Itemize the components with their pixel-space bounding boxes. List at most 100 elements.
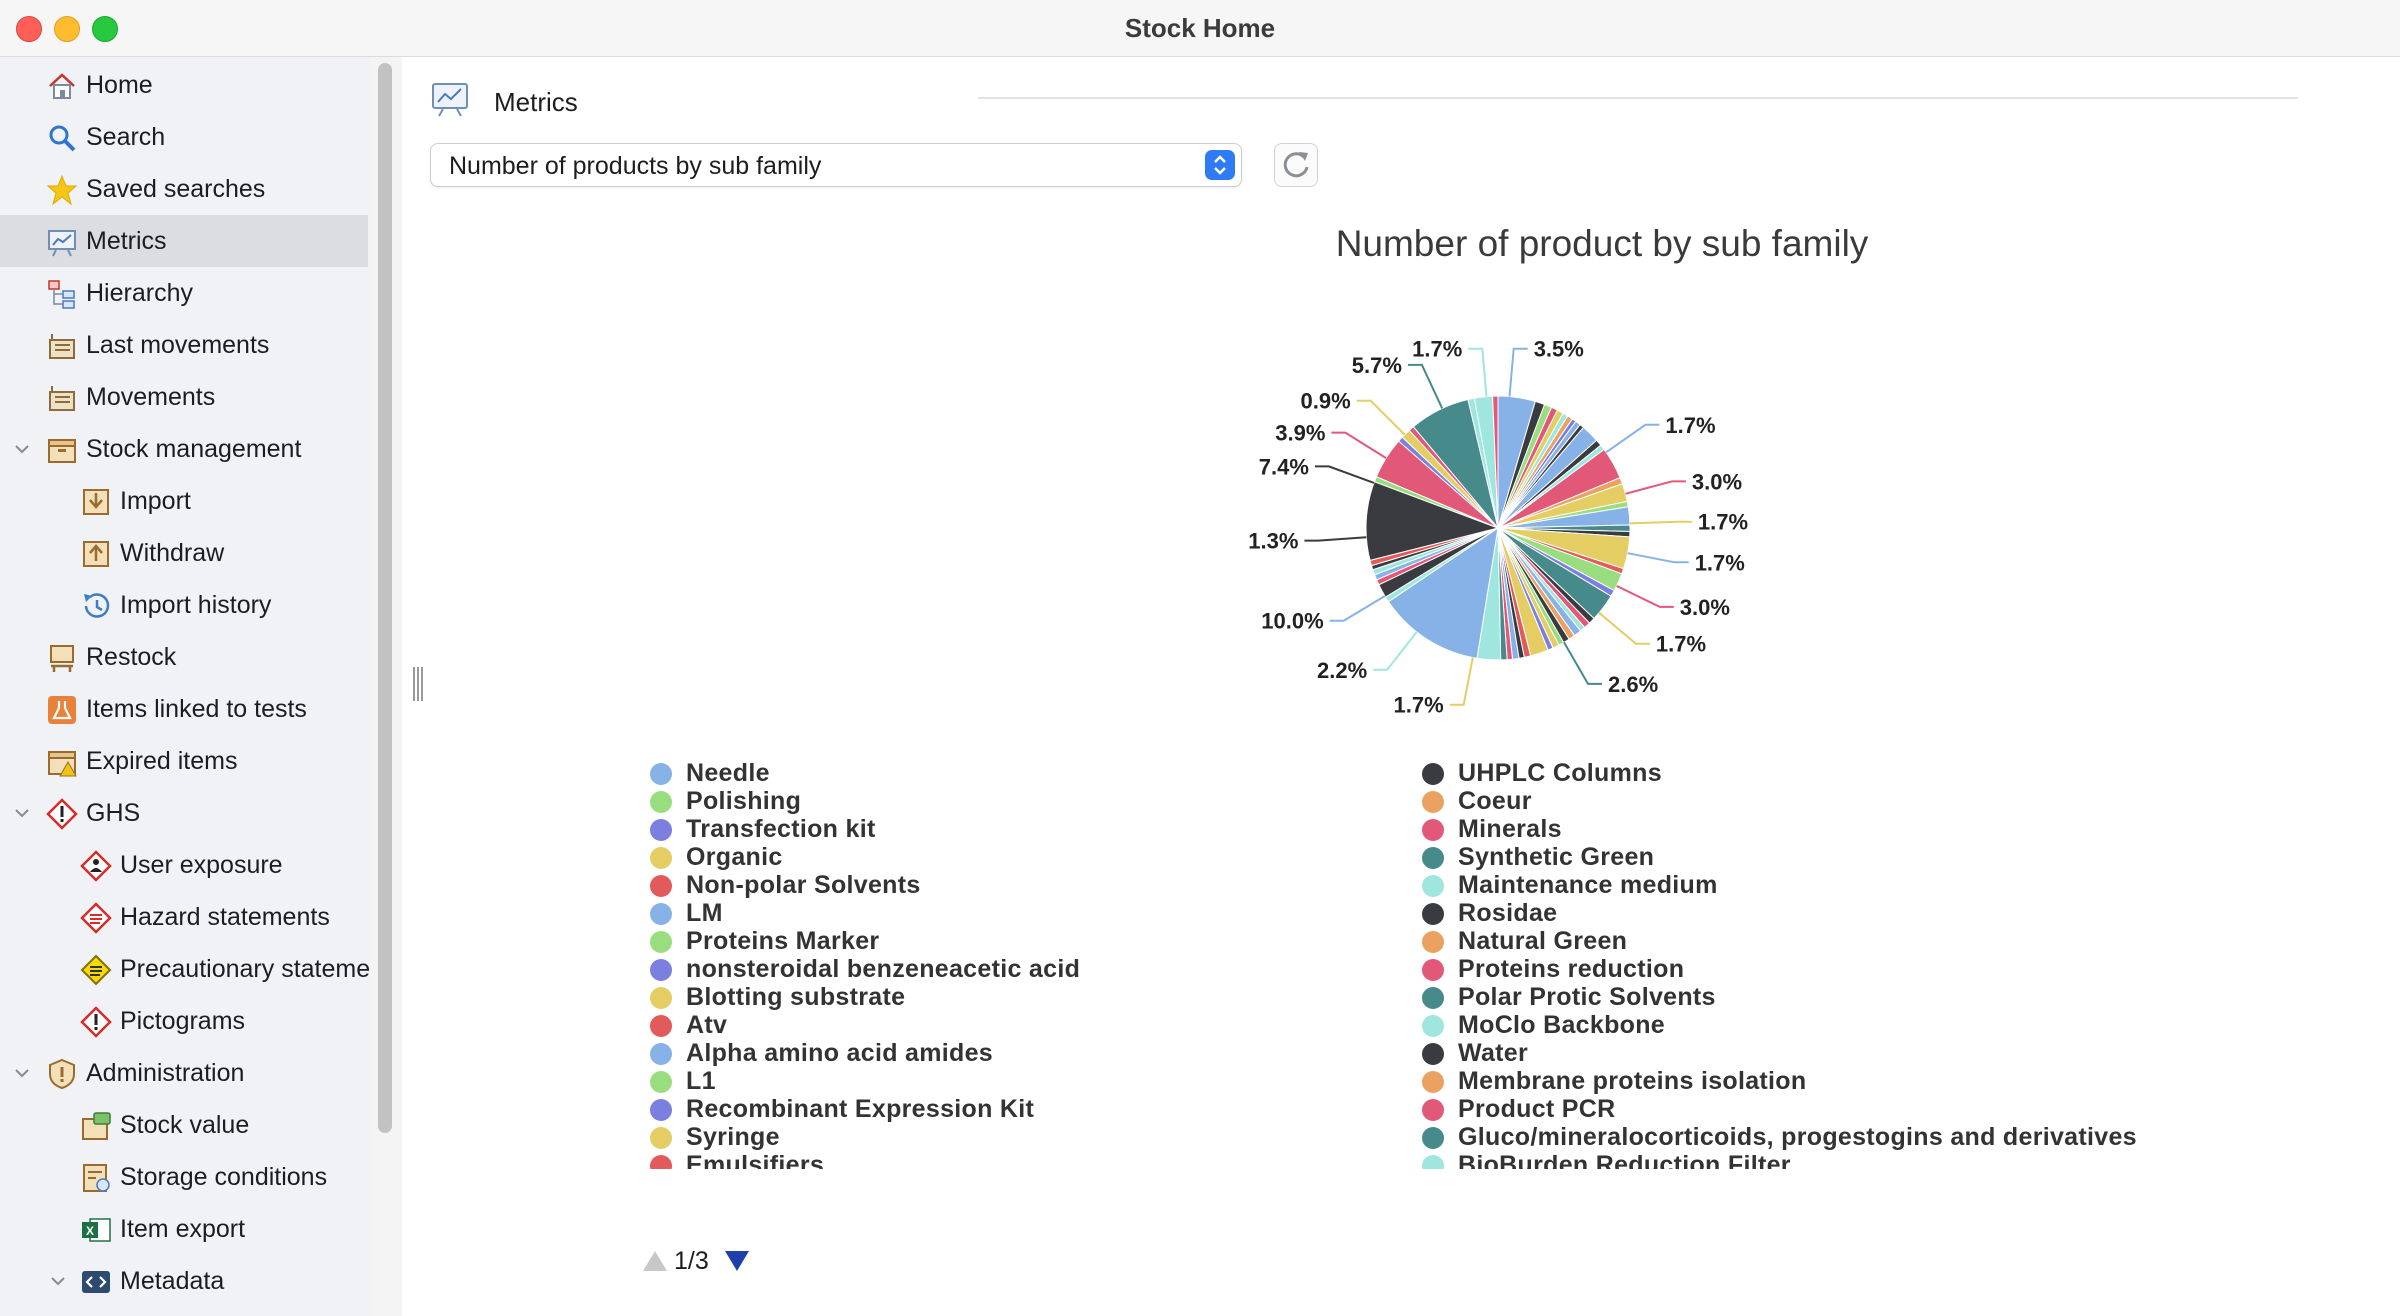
legend-item[interactable]: MoClo Backbone	[1422, 1011, 2352, 1039]
sidebar-item-expired-items[interactable]: Expired items	[0, 735, 368, 787]
sidebar-item-pictograms[interactable]: Pictograms	[0, 995, 368, 1047]
legend-label: UHPLC Columns	[1458, 759, 1662, 787]
legend-label: Blotting substrate	[686, 983, 906, 1011]
metrics-icon	[432, 83, 468, 117]
sidebar-item-label: Pictograms	[120, 1007, 246, 1035]
chevron-down-icon[interactable]	[10, 801, 34, 825]
zoom-window-button[interactable]	[92, 16, 118, 42]
legend-item[interactable]: Rosidae	[1422, 899, 2352, 927]
sidebar-item-import-history[interactable]: Import history	[0, 579, 368, 631]
sidebar-scroll-thumb[interactable]	[378, 63, 392, 1133]
sidebar-item-metrics[interactable]: Metrics	[0, 215, 368, 267]
sidebar-item-stock-value[interactable]: Stock value	[0, 1099, 368, 1151]
sidebar-item-metadata[interactable]: Metadata	[0, 1255, 368, 1307]
sidebar-item-ghs[interactable]: GHS	[0, 787, 368, 839]
ghs-icon	[46, 798, 78, 830]
legend-item[interactable]: UHPLC Columns	[1422, 759, 2352, 787]
pie-slice[interactable]	[1387, 526, 1499, 659]
sidebar-item-user-exposure[interactable]: User exposure	[0, 839, 368, 891]
legend-label: Synthetic Green	[1458, 843, 1655, 871]
legend-swatch	[1422, 987, 1444, 1009]
sidebar-item-storage-conditions[interactable]: Storage conditions	[0, 1151, 368, 1203]
legend-item[interactable]: Maintenance medium	[1422, 871, 2352, 899]
legend-item[interactable]: L1	[650, 1067, 1250, 1095]
legend-item[interactable]: Syringe	[650, 1123, 1250, 1151]
legend-swatch	[1422, 959, 1444, 981]
flask-icon	[48, 696, 76, 724]
sidebar-item-label: User exposure	[120, 851, 283, 879]
legend-swatch	[650, 819, 672, 841]
split-view-handle[interactable]	[412, 667, 424, 701]
page-down-arrow-icon[interactable]	[724, 1249, 750, 1273]
legend-item[interactable]: Organic	[650, 843, 1250, 871]
sidebar-item-movements[interactable]: Movements	[0, 371, 368, 423]
legend-item[interactable]: nonsteroidal benzeneacetic acid	[650, 955, 1250, 983]
legend-item[interactable]: Coeur	[1422, 787, 2352, 815]
sidebar-item-hierarchy[interactable]: Hierarchy	[0, 267, 368, 319]
sidebar-item-last-movements[interactable]: Last movements	[0, 319, 368, 371]
refresh-button[interactable]	[1274, 143, 1318, 187]
pie-percentage-label: 1.7%	[1412, 337, 1462, 362]
legend-item[interactable]: Alpha amino acid amides	[650, 1039, 1250, 1067]
sidebar-item-restock[interactable]: Restock	[0, 631, 368, 683]
legend-label: Atv	[686, 1011, 728, 1039]
legend-item[interactable]: Proteins Marker	[650, 927, 1250, 955]
sidebar-item-home[interactable]: Home	[0, 59, 368, 111]
withdraw-icon	[83, 541, 109, 567]
sidebar-item-import[interactable]: Import	[0, 475, 368, 527]
pie-percentage-label: 5.7%	[1352, 353, 1402, 378]
legend-item[interactable]: Membrane proteins isolation	[1422, 1067, 2352, 1095]
legend-item[interactable]: Emulsifiers	[650, 1151, 1250, 1169]
metrics-icon	[48, 230, 76, 257]
pie-slice[interactable]	[1492, 395, 1499, 529]
sidebar-item-item-export[interactable]: X Item export	[0, 1203, 368, 1255]
legend-item[interactable]: Polar Protic Solvents	[1422, 983, 2352, 1011]
chevron-down-icon[interactable]	[10, 1061, 34, 1085]
close-window-button[interactable]	[16, 16, 42, 42]
legend-item[interactable]: Blotting substrate	[650, 983, 1250, 1011]
sidebar-item-administration[interactable]: Administration	[0, 1047, 368, 1099]
sidebar-item-search[interactable]: Search	[0, 111, 368, 163]
page-up-arrow-icon[interactable]	[642, 1249, 668, 1273]
sidebar-scrollbar[interactable]	[370, 57, 403, 1316]
legend-item[interactable]: Proteins reduction	[1422, 955, 2352, 983]
minimize-window-button[interactable]	[54, 16, 80, 42]
legend-item[interactable]: Natural Green	[1422, 927, 2352, 955]
chevron-down-icon[interactable]	[46, 1269, 70, 1293]
star-icon	[46, 174, 78, 206]
sidebar-item-stock-management[interactable]: Stock management	[0, 423, 368, 475]
legend-item[interactable]: Product PCR	[1422, 1095, 2352, 1123]
import-icon	[83, 489, 109, 515]
sidebar-item-withdraw[interactable]: Withdraw	[0, 527, 368, 579]
legend-item[interactable]: LM	[650, 899, 1250, 927]
legend-right-column: UHPLC Columns Coeur Minerals Synthetic Gree…	[1422, 759, 2352, 1169]
legend-item[interactable]: Minerals	[1422, 815, 2352, 843]
legend-swatch	[1422, 1043, 1444, 1065]
sidebar-item-items-linked-to-tests[interactable]: Items linked to tests	[0, 683, 368, 735]
sidebar-item-label: Metrics	[86, 227, 167, 255]
chevron-down-icon[interactable]	[10, 437, 34, 461]
legend-item[interactable]: Transfection kit	[650, 815, 1250, 843]
title-bar: Stock Home	[0, 0, 2400, 57]
chart-title: Number of product by sub family	[1335, 223, 1869, 264]
sidebar-item-label: Import	[120, 487, 191, 515]
legend-item[interactable]: Needle	[650, 759, 1250, 787]
legend-item[interactable]: Non-polar Solvents	[650, 871, 1250, 899]
legend-item[interactable]: Polishing	[650, 787, 1250, 815]
legend-item[interactable]: Water	[1422, 1039, 2352, 1067]
sidebar-item-saved-searches[interactable]: Saved searches	[0, 163, 368, 215]
metric-type-select[interactable]: Number of products by sub family	[430, 143, 1242, 187]
sidebar-item-hazard-statements[interactable]: Hazard statements	[0, 891, 368, 943]
legend-item[interactable]: Atv	[650, 1011, 1250, 1039]
label-leader-line	[1598, 612, 1650, 645]
sidebar-item-precautionary-statements[interactable]: Precautionary stateme	[0, 943, 370, 995]
legend-item[interactable]: BioBurden Reduction Filter	[1422, 1151, 2352, 1169]
pie-chart: 3.5% 1.7% 3.0% 1.7% 1.7% 3.0% 1.7% 2.6% 1.7% 2.2%…	[1248, 337, 1748, 718]
svg-text:X: X	[86, 1224, 94, 1238]
legend-swatch	[650, 1127, 672, 1149]
legend-item[interactable]: Gluco/mineralocorticoids, progestogins a…	[1422, 1123, 2352, 1151]
legend-item[interactable]: Synthetic Green	[1422, 843, 2352, 871]
legend-item[interactable]: Recombinant Expression Kit	[650, 1095, 1250, 1123]
legend-swatch	[650, 1043, 672, 1065]
label-leader-line	[1373, 631, 1418, 671]
